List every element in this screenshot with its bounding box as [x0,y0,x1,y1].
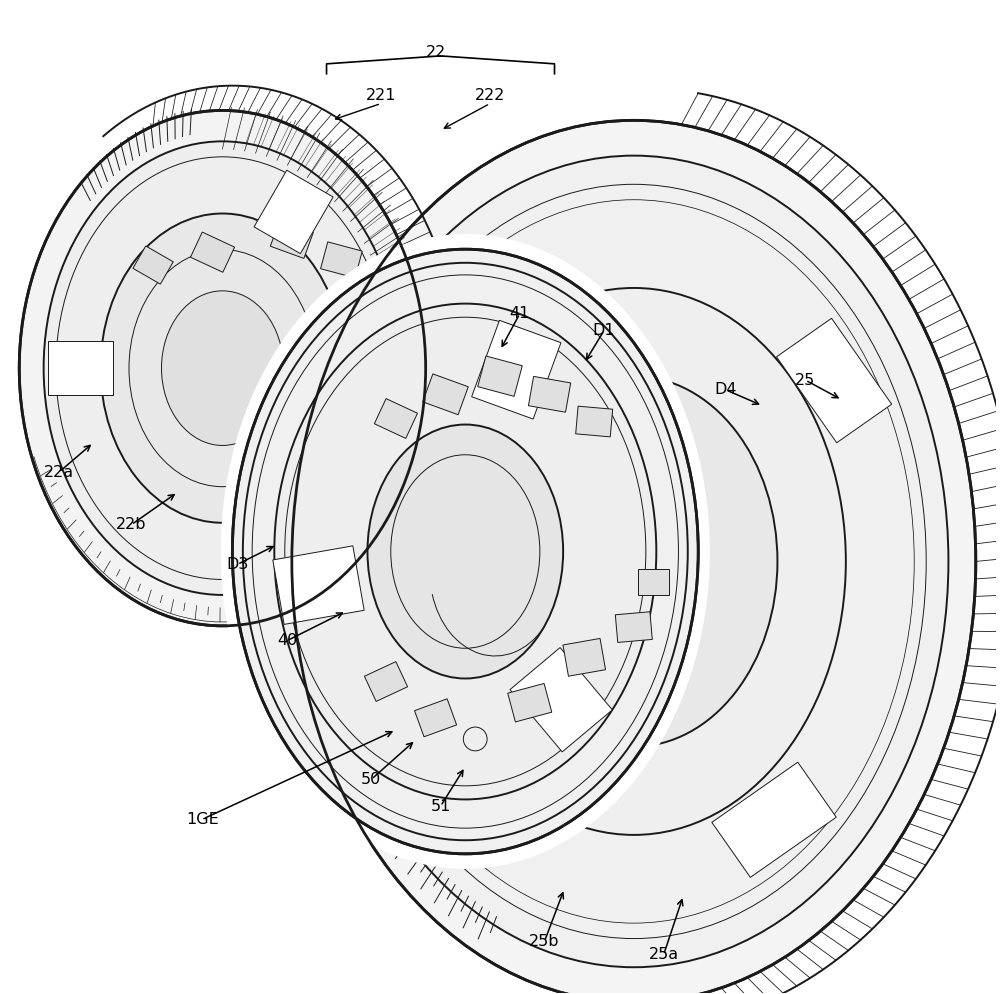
Text: 22b: 22b [116,517,147,532]
FancyBboxPatch shape [254,170,333,253]
Ellipse shape [19,110,426,626]
Text: 50: 50 [361,772,381,787]
Ellipse shape [7,95,438,641]
FancyBboxPatch shape [273,546,364,624]
Bar [374,399,418,438]
Bar [191,232,235,272]
FancyBboxPatch shape [431,246,556,361]
FancyBboxPatch shape [472,320,561,419]
FancyBboxPatch shape [376,680,491,804]
Ellipse shape [273,96,995,994]
Ellipse shape [274,303,656,799]
Bar [615,611,652,642]
Bar [508,684,552,722]
Bar [133,246,173,284]
Bar [478,356,522,397]
Bar [321,242,362,278]
Bar [415,699,457,737]
Text: 22a: 22a [44,465,74,480]
Ellipse shape [292,120,976,994]
Text: D3: D3 [226,557,249,572]
Ellipse shape [319,156,948,967]
Text: 221: 221 [366,88,396,103]
FancyBboxPatch shape [712,762,836,878]
Bar [364,662,408,702]
Ellipse shape [422,288,846,835]
FancyBboxPatch shape [777,318,892,442]
FancyBboxPatch shape [254,483,333,567]
Text: 22: 22 [425,46,446,61]
Ellipse shape [367,424,563,679]
Text: 25a: 25a [648,947,679,962]
Ellipse shape [490,376,777,746]
Text: 41: 41 [510,306,530,321]
Bar [563,638,606,676]
Text: 1GE: 1GE [186,812,219,827]
Bar [638,569,669,594]
Ellipse shape [221,234,710,869]
Text: 40: 40 [277,633,297,648]
Bar [270,220,313,258]
Text: D4: D4 [715,383,737,398]
Text: D1: D1 [593,323,615,338]
FancyBboxPatch shape [510,647,612,751]
Ellipse shape [232,249,698,854]
Bar [528,377,571,413]
Ellipse shape [44,141,401,595]
FancyBboxPatch shape [48,341,113,395]
Ellipse shape [101,214,344,523]
Text: 222: 222 [475,88,505,103]
Bar [576,407,613,436]
Ellipse shape [161,291,283,445]
Text: 25: 25 [795,373,815,388]
Text: 25b: 25b [529,933,560,948]
Text: 51: 51 [430,799,451,814]
Bar [423,374,468,414]
